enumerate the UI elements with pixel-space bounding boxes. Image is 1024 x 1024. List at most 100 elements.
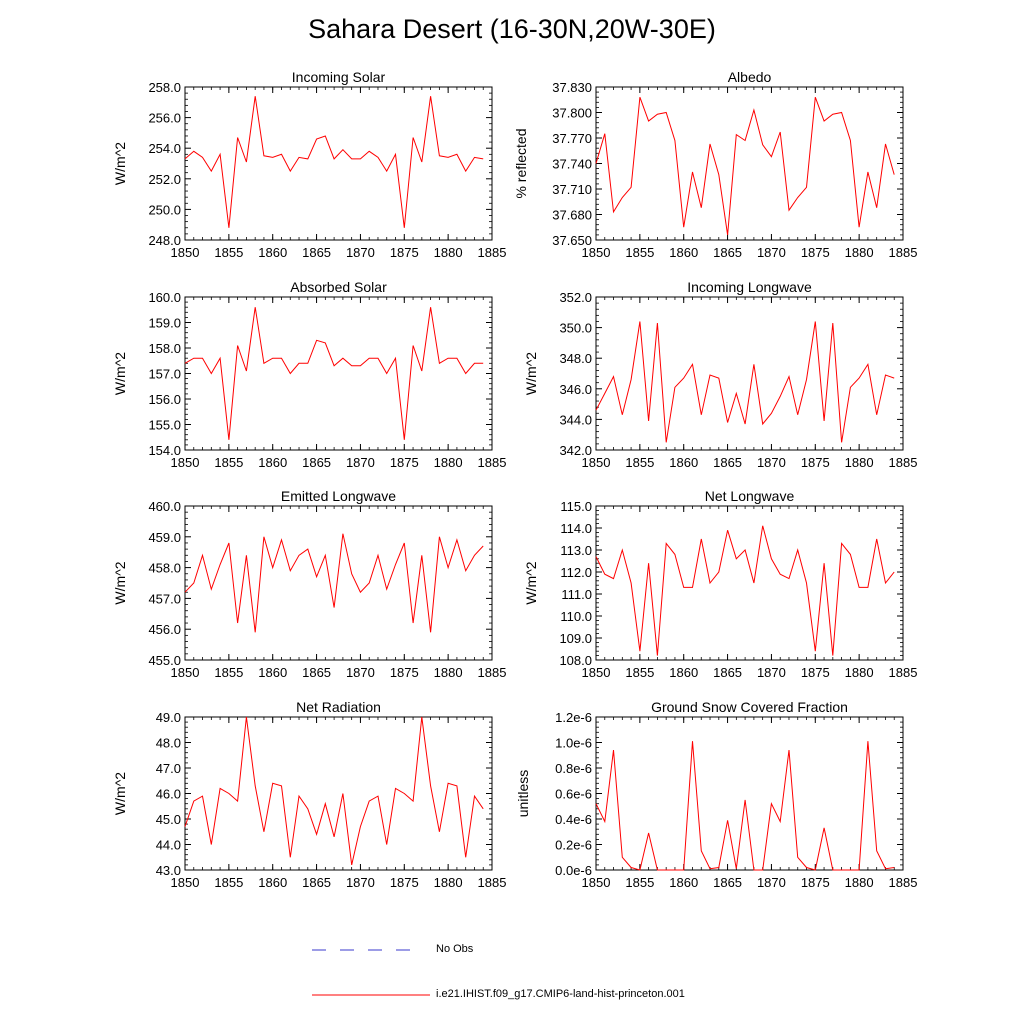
y-tick-label: 43.0 — [156, 863, 181, 878]
y-tick-label: 47.0 — [156, 761, 181, 776]
y-axis-label: W/m^2 — [112, 561, 128, 604]
series-line — [184, 96, 484, 228]
panel-title: Net Longwave — [705, 488, 795, 504]
x-tick-label: 1885 — [889, 245, 918, 260]
y-tick-label: 49.0 — [156, 710, 181, 725]
panel-emitted-longwave: 1850 1855 1860 1865 1870 1875 1880 1885 455.0 456… — [112, 488, 506, 680]
y-tick-label: 155.0 — [148, 418, 181, 433]
x-tick-label: 1855 — [625, 455, 654, 470]
y-tick-label: 37.650 — [552, 233, 592, 248]
y-tick-label: 248.0 — [148, 233, 181, 248]
y-tick-label: 456.0 — [148, 622, 181, 637]
x-tick-label: 1885 — [478, 665, 507, 680]
x-tick-label: 1860 — [669, 875, 698, 890]
plot-frame — [595, 505, 904, 661]
y-tick-label: 0.8e-6 — [555, 761, 592, 776]
panel-title: Absorbed Solar — [290, 279, 387, 295]
y-tick-label: 1.0e-6 — [555, 736, 592, 751]
plot-frame — [184, 86, 493, 241]
series-line — [184, 307, 484, 440]
panel-net-radiation: 1850 1855 1860 1865 1870 1875 1880 1885 43.0 44.0… — [112, 699, 506, 890]
panel-title: Incoming Solar — [292, 69, 386, 85]
y-tick-label: 352.0 — [559, 290, 592, 305]
x-tick-label: 1880 — [434, 875, 463, 890]
y-tick-label: 154.0 — [148, 443, 181, 458]
x-tick-label: 1865 — [713, 665, 742, 680]
y-tick-label: 460.0 — [148, 499, 181, 514]
y-tick-label: 37.770 — [552, 131, 592, 146]
y-tick-label: 115.0 — [560, 499, 592, 514]
y-tick-label: 346.0 — [559, 382, 592, 397]
x-tick-label: 1855 — [625, 665, 654, 680]
y-tick-label: 0.4e-6 — [555, 812, 592, 827]
x-tick-label: 1870 — [757, 245, 786, 260]
x-tick-label: 1870 — [757, 665, 786, 680]
series-line — [595, 321, 895, 443]
x-tick-label: 1855 — [214, 665, 243, 680]
y-tick-label: 37.680 — [552, 208, 592, 223]
y-tick-label: 44.0 — [156, 838, 181, 853]
x-tick-label: 1885 — [889, 455, 918, 470]
y-tick-label: 258.0 — [148, 80, 181, 95]
y-tick-label: 0.6e-6 — [555, 787, 592, 802]
y-axis-label: W/m^2 — [112, 352, 128, 395]
y-tick-label: 0.2e-6 — [555, 838, 592, 853]
x-tick-label: 1865 — [302, 245, 331, 260]
x-tick-label: 1880 — [845, 875, 874, 890]
x-tick-label: 1870 — [757, 455, 786, 470]
panel-ground-snow-covered-fraction: 1850 1855 1860 1865 1870 1875 1880 1885 0.0e-6 0.… — [515, 699, 917, 890]
panel-albedo: 1850 1855 1860 1865 1870 1875 1880 1885 37.650 37… — [513, 69, 917, 260]
plot-frame — [595, 296, 904, 451]
y-tick-label: 111.0 — [561, 587, 592, 602]
x-tick-label: 1875 — [390, 245, 419, 260]
y-tick-label: 344.0 — [559, 412, 592, 427]
x-tick-label: 1880 — [434, 665, 463, 680]
x-tick-label: 1860 — [258, 875, 287, 890]
figure-title: Sahara Desert (16-30N,20W-30E) — [308, 14, 716, 44]
y-tick-label: 0.0e-6 — [555, 863, 592, 878]
y-axis-label: W/m^2 — [112, 142, 128, 185]
x-tick-label: 1860 — [669, 245, 698, 260]
x-tick-label: 1850 — [171, 875, 200, 890]
x-tick-label: 1865 — [713, 245, 742, 260]
x-tick-label: 1870 — [757, 875, 786, 890]
y-tick-label: 458.0 — [148, 561, 181, 576]
y-tick-label: 108.0 — [559, 653, 592, 668]
x-tick-label: 1860 — [669, 455, 698, 470]
x-tick-label: 1860 — [669, 665, 698, 680]
x-tick-label: 1850 — [171, 245, 200, 260]
y-tick-label: 156.0 — [148, 392, 181, 407]
x-tick-label: 1875 — [390, 665, 419, 680]
x-tick-label: 1860 — [258, 665, 287, 680]
x-tick-label: 1865 — [713, 455, 742, 470]
y-tick-label: 158.0 — [148, 341, 181, 356]
legend-model-label: i.e21.IHIST.f09_g17.CMIP6-land-hist-prin… — [436, 988, 685, 1000]
y-tick-label: 254.0 — [148, 141, 181, 156]
x-tick-label: 1880 — [845, 665, 874, 680]
legend-obs-label: No Obs — [436, 943, 474, 955]
plot-frame — [184, 505, 493, 661]
y-tick-label: 157.0 — [148, 367, 181, 382]
y-axis-label: unitless — [515, 770, 531, 817]
panel-title: Ground Snow Covered Fraction — [651, 699, 848, 715]
x-tick-label: 1865 — [713, 875, 742, 890]
panel-title: Albedo — [728, 69, 772, 85]
x-tick-label: 1885 — [889, 665, 918, 680]
panel-title: Net Radiation — [296, 699, 381, 715]
y-tick-label: 160.0 — [148, 290, 181, 305]
y-tick-label: 48.0 — [156, 736, 181, 751]
y-tick-label: 252.0 — [148, 172, 181, 187]
y-tick-label: 37.800 — [552, 106, 592, 121]
x-tick-label: 1850 — [582, 245, 611, 260]
y-tick-label: 109.0 — [559, 631, 592, 646]
series-line — [184, 716, 484, 866]
y-axis-label: W/m^2 — [523, 561, 539, 604]
x-tick-label: 1885 — [889, 875, 918, 890]
x-tick-label: 1850 — [171, 455, 200, 470]
x-tick-label: 1875 — [801, 875, 830, 890]
y-tick-label: 113.0 — [560, 543, 592, 558]
y-tick-label: 37.740 — [552, 157, 592, 172]
x-tick-label: 1875 — [390, 455, 419, 470]
panel-incoming-solar: 1850 1855 1860 1865 1870 1875 1880 1885 248.0 250… — [112, 69, 506, 260]
